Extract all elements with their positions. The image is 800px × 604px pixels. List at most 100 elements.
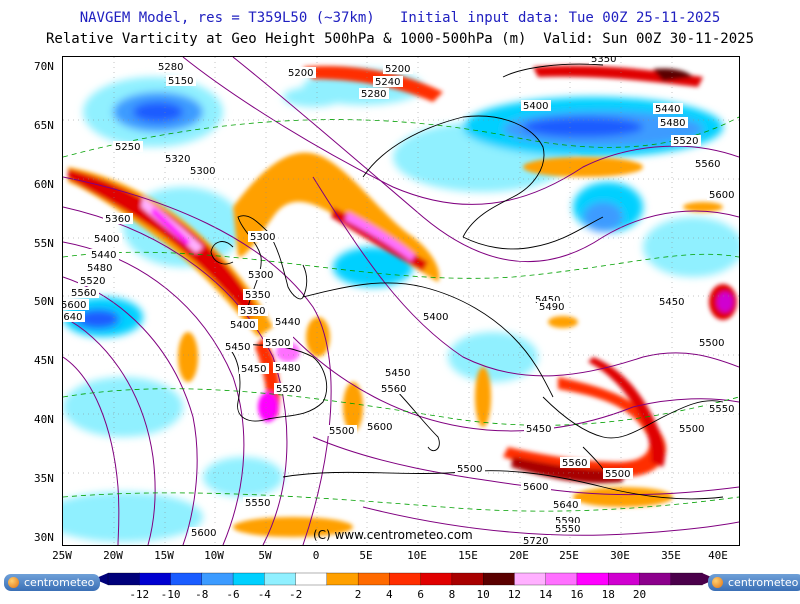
lon-label-30e: 30E xyxy=(610,549,630,562)
colorbar-swatch xyxy=(295,572,328,586)
svg-text:5550: 5550 xyxy=(709,404,734,415)
svg-text:5300: 5300 xyxy=(190,166,215,177)
svg-text:5520: 5520 xyxy=(80,276,105,287)
lat-label-60n: 60N xyxy=(34,178,54,191)
contour-label: 5600 xyxy=(521,481,551,493)
lat-label-50n: 50N xyxy=(34,295,54,308)
lat-label-35n: 35N xyxy=(34,472,54,485)
positive-vorticity-areas xyxy=(68,65,737,537)
svg-text:5150: 5150 xyxy=(168,76,193,87)
model-title: NAVGEM Model, res = T359L50 (~37km) Init… xyxy=(79,10,721,26)
svg-text:5450: 5450 xyxy=(385,368,410,379)
svg-text:5350: 5350 xyxy=(245,290,270,301)
contour-label: 5450 xyxy=(383,367,413,379)
colorbar-tick-label: 10 xyxy=(476,588,490,601)
colorbar-tick-label: 18 xyxy=(601,588,615,601)
lon-label-25e: 25E xyxy=(559,549,579,562)
contour-label: 5520 xyxy=(78,275,108,287)
svg-text:5300: 5300 xyxy=(248,270,273,281)
svg-text:5520: 5520 xyxy=(673,136,698,147)
contour-label: 5440 xyxy=(89,249,119,261)
svg-text:5500: 5500 xyxy=(265,338,290,349)
contour-label: 5500 xyxy=(697,337,727,349)
svg-text:5550: 5550 xyxy=(555,524,580,535)
contour-label: 5450 xyxy=(657,296,687,308)
svg-text:5280: 5280 xyxy=(158,62,183,73)
contour-label: 5490 xyxy=(537,301,567,313)
svg-text:5250: 5250 xyxy=(115,142,140,153)
colorbar-swatch xyxy=(451,572,484,586)
svg-text:5500: 5500 xyxy=(457,464,482,475)
svg-text:5240: 5240 xyxy=(375,77,400,88)
colorbar-tick-label: 4 xyxy=(386,588,393,601)
svg-text:5600: 5600 xyxy=(367,422,392,433)
lat-label-40n: 40N xyxy=(34,413,54,426)
centrometeo-logo-left[interactable]: centrometeo xyxy=(4,574,101,591)
svg-text:5400: 5400 xyxy=(523,101,548,112)
svg-text:5440: 5440 xyxy=(275,317,300,328)
contour-label: 5520 xyxy=(274,383,304,395)
svg-text:5480: 5480 xyxy=(87,263,112,274)
colorbar-swatch xyxy=(670,572,703,586)
colorbar-swatch xyxy=(232,572,265,586)
svg-text:5450: 5450 xyxy=(659,297,684,308)
lon-label-20w: 20W xyxy=(103,549,123,562)
lon-label-10e: 10E xyxy=(407,549,427,562)
contour-label: 5280 xyxy=(156,61,186,73)
colorbar-swatch xyxy=(420,572,453,586)
lat-label-30n: 30N xyxy=(34,531,54,544)
contour-label: 5280 xyxy=(359,88,389,100)
colorbar-swatch xyxy=(201,572,234,586)
contour-label: 5600 xyxy=(365,421,395,433)
colorbar-swatch xyxy=(608,572,641,586)
coastlines xyxy=(210,63,724,500)
svg-text:5550: 5550 xyxy=(245,498,270,509)
lon-label-25w: 25W xyxy=(52,549,72,562)
contour-label: 5500 xyxy=(263,337,293,349)
contour-label: 5320 xyxy=(163,153,193,165)
contour-label: 5200 xyxy=(383,63,413,75)
svg-text:5400: 5400 xyxy=(94,234,119,245)
contour-label: 5400 xyxy=(228,319,258,331)
contour-labels: 5150 5280 5200 5200 5240 5280 5350 5320 … xyxy=(63,57,737,545)
svg-text:5500: 5500 xyxy=(329,426,354,437)
svg-text:5560: 5560 xyxy=(381,384,406,395)
svg-text:5440: 5440 xyxy=(91,250,116,261)
colorbar-swatch xyxy=(326,572,359,586)
colorbar-swatch xyxy=(545,572,578,586)
contour-label: 5450 xyxy=(533,294,563,306)
colorbar-arrow-left xyxy=(94,573,108,585)
svg-text:5500: 5500 xyxy=(699,338,724,349)
colorbar-tick-label: -10 xyxy=(160,588,181,601)
colorbar-swatch xyxy=(139,572,172,586)
contour-label: 5590 xyxy=(553,515,583,527)
contour-label: 5480 xyxy=(273,362,303,374)
colorbar-tick-label: -2 xyxy=(288,588,303,601)
thickness-contours xyxy=(63,116,739,512)
centrometeo-logo-right[interactable]: centrometeo xyxy=(708,574,800,591)
contour-label: 5450 xyxy=(239,363,269,375)
colorbar-swatch xyxy=(107,572,140,586)
svg-text:5480: 5480 xyxy=(275,363,300,374)
svg-text:5350: 5350 xyxy=(591,57,616,65)
colorbar-tick-label: 14 xyxy=(539,588,553,601)
svg-text:5440: 5440 xyxy=(655,104,680,115)
svg-text:5450: 5450 xyxy=(225,342,250,353)
colorbar-tick-label: -8 xyxy=(195,588,209,601)
svg-text:5490: 5490 xyxy=(539,302,564,313)
lat-label-65n: 65N xyxy=(34,119,54,132)
svg-text:5560: 5560 xyxy=(71,288,96,299)
svg-text:5600: 5600 xyxy=(523,482,548,493)
lon-label-15e: 15E xyxy=(458,549,478,562)
contour-label: 5600 xyxy=(189,527,219,539)
contour-label: 5600 xyxy=(63,299,89,311)
contour-label: 5480 xyxy=(658,117,688,129)
colorbar-tick-label: -6 xyxy=(226,588,240,601)
colorbar-swatch xyxy=(514,572,547,586)
contour-label: 5300 xyxy=(246,269,276,281)
svg-text:5450: 5450 xyxy=(526,424,551,435)
svg-text:5480: 5480 xyxy=(660,118,685,129)
svg-text:5450: 5450 xyxy=(535,295,560,306)
svg-text:5600: 5600 xyxy=(709,190,734,201)
lon-label-15w: 15W xyxy=(154,549,174,562)
